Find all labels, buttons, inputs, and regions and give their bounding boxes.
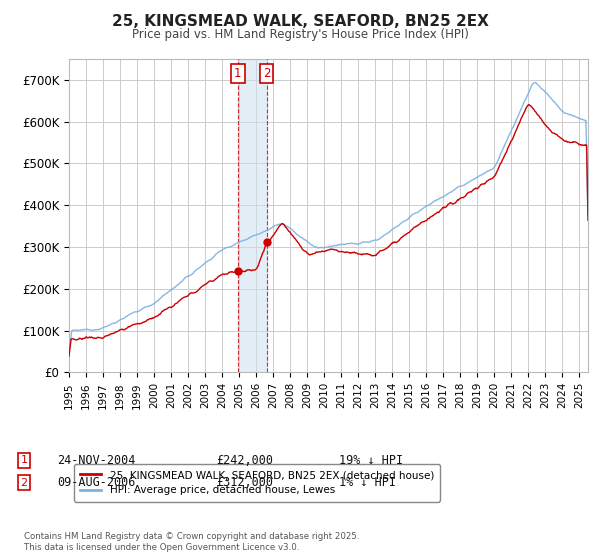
- Legend: 25, KINGSMEAD WALK, SEAFORD, BN25 2EX (detached house), HPI: Average price, deta: 25, KINGSMEAD WALK, SEAFORD, BN25 2EX (d…: [74, 464, 440, 502]
- Text: 2: 2: [20, 478, 28, 488]
- Text: £242,000: £242,000: [216, 454, 273, 467]
- Text: 1: 1: [20, 455, 28, 465]
- Text: 25, KINGSMEAD WALK, SEAFORD, BN25 2EX: 25, KINGSMEAD WALK, SEAFORD, BN25 2EX: [112, 14, 488, 29]
- Text: 19% ↓ HPI: 19% ↓ HPI: [339, 454, 403, 467]
- Text: 09-AUG-2006: 09-AUG-2006: [57, 476, 136, 489]
- Text: Price paid vs. HM Land Registry's House Price Index (HPI): Price paid vs. HM Land Registry's House …: [131, 28, 469, 41]
- Text: Contains HM Land Registry data © Crown copyright and database right 2025.
This d: Contains HM Land Registry data © Crown c…: [24, 532, 359, 552]
- Text: £312,000: £312,000: [216, 476, 273, 489]
- Text: 1% ↓ HPI: 1% ↓ HPI: [339, 476, 396, 489]
- Text: 24-NOV-2004: 24-NOV-2004: [57, 454, 136, 467]
- Bar: [238, 59, 267, 372]
- Text: 1: 1: [234, 67, 242, 80]
- Text: 2: 2: [263, 67, 271, 80]
